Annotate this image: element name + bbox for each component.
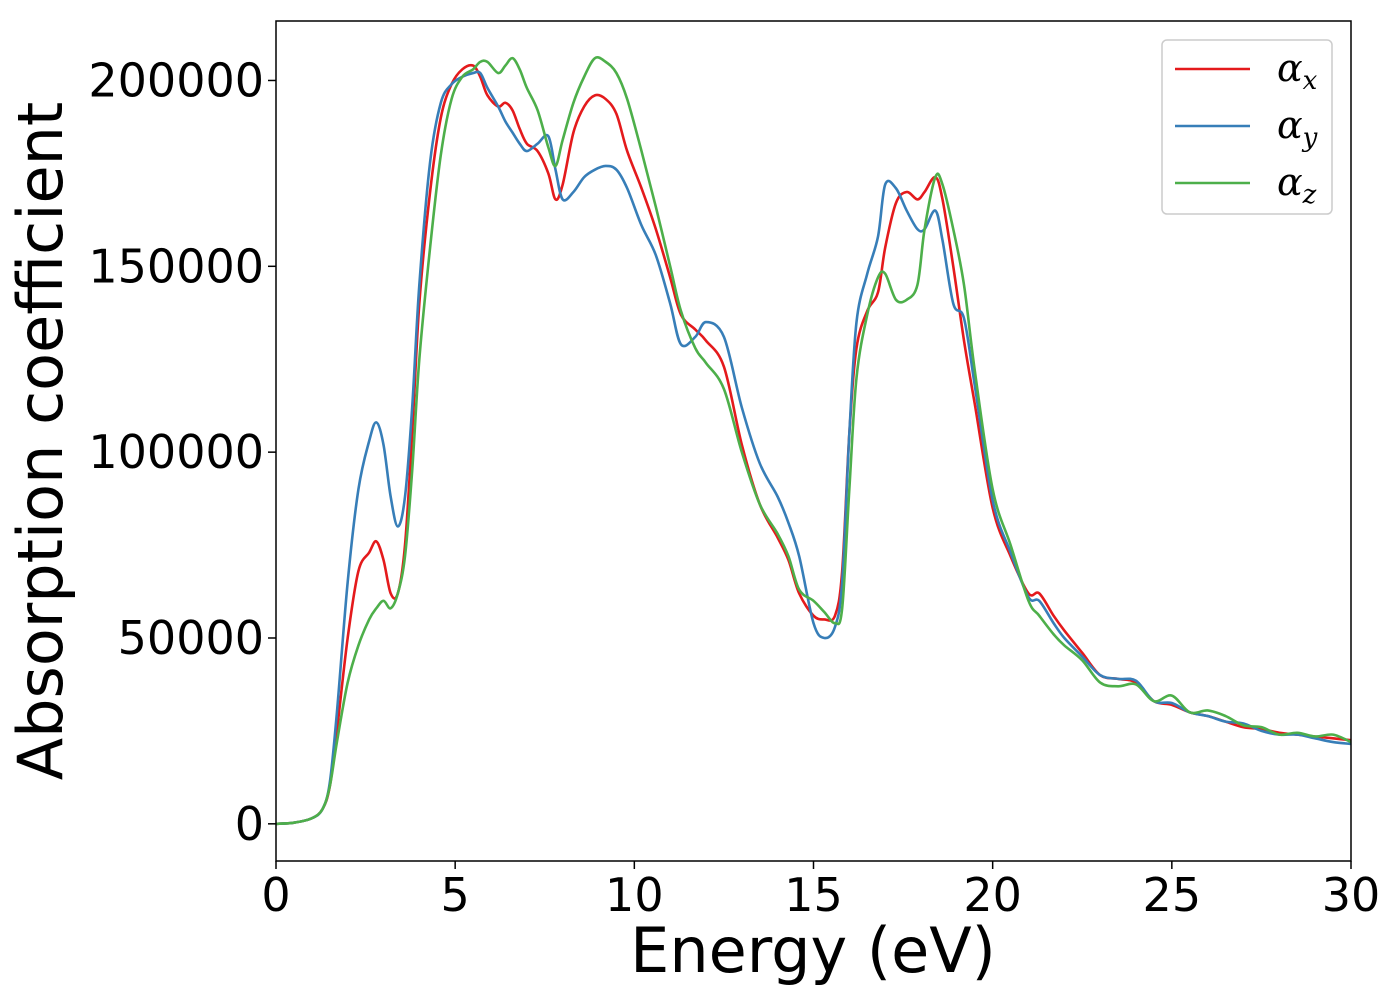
- legend-label-2: αz: [1277, 160, 1317, 210]
- legend-label-0: αx: [1277, 46, 1318, 96]
- series-line-2: [276, 56, 1351, 826]
- y-axis: 0 50000 100000 150000 200000: [88, 53, 276, 851]
- x-axis-label: Energy (eV): [630, 914, 996, 987]
- x-tick-label: 30: [1322, 868, 1381, 922]
- y-tick-label: 200000: [88, 53, 264, 107]
- x-tick-label: 0: [261, 868, 290, 922]
- legend: αx αy αz: [1161, 39, 1333, 215]
- y-tick-label: 50000: [118, 611, 264, 665]
- y-tick-label: 100000: [88, 425, 264, 479]
- x-tick-label: 25: [1143, 868, 1202, 922]
- x-axis: 0 5 10 15 20 25 30: [261, 861, 1380, 922]
- y-tick-label: 0: [235, 797, 264, 851]
- legend-label-1: αy: [1277, 103, 1318, 153]
- y-tick-label: 150000: [88, 239, 264, 293]
- x-tick-label: 20: [963, 868, 1022, 922]
- x-tick-label: 10: [605, 868, 664, 922]
- series-lines: [276, 56, 1351, 826]
- series-line-1: [276, 70, 1351, 826]
- y-axis-label: Absorption coefficient: [4, 102, 77, 781]
- x-tick-label: 5: [441, 868, 470, 922]
- x-tick-label: 15: [784, 868, 843, 922]
